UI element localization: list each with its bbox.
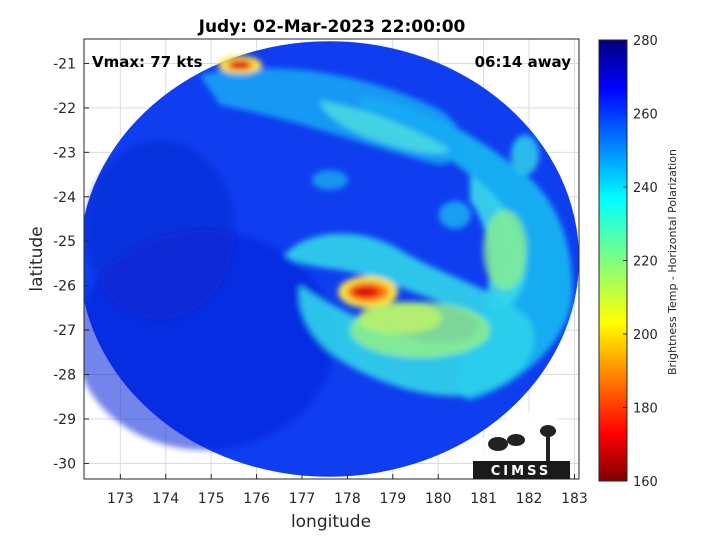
colorbar-tick-label: 240	[633, 181, 658, 196]
colorbar-tick-label: 180	[633, 402, 658, 417]
north-cell-core	[228, 60, 252, 70]
x-tick-label: 179	[379, 491, 406, 507]
colorbar	[598, 39, 628, 482]
convection-a	[511, 135, 539, 175]
colorbar-tick-label: 260	[633, 108, 658, 123]
brightness-temp-field	[84, 41, 579, 477]
chart-title: Judy: 02-Mar-2023 22:00:00	[198, 17, 466, 37]
x-tick-label: 181	[470, 491, 497, 507]
y-ticks: -21 -22 -23 -24 -25 -26 -27 -28 -29 -30	[53, 56, 89, 472]
time-away-annotation: 06:14 away	[475, 53, 572, 71]
logo-text: CIMSS	[491, 464, 551, 479]
convection-c	[312, 170, 348, 190]
logo-band	[473, 461, 570, 479]
x-tick-label: 177	[289, 491, 316, 507]
x-tick-label: 182	[516, 491, 543, 507]
x-tick-label: 173	[107, 491, 134, 507]
convection-b	[439, 201, 471, 229]
x-tick-label: 176	[243, 491, 270, 507]
colorbar-tick-label: 280	[633, 34, 658, 49]
inner-band	[285, 233, 535, 396]
x-tick-label: 180	[425, 491, 452, 507]
logo-tower	[546, 436, 550, 462]
y-axis-label: latitude	[27, 226, 47, 291]
x-tick-label: 178	[334, 491, 361, 507]
colorbar-ticks: 280 260 240 220 200 180 160	[623, 34, 658, 490]
logo-tower-tank	[540, 425, 556, 437]
y-tick-label: -24	[53, 190, 76, 206]
x-ticks: 173 174 175 176 177 178 179 180 181 182 183	[107, 474, 588, 507]
inner-band-core	[358, 302, 442, 334]
y-tick-label: -25	[53, 234, 76, 250]
y-tick-label: -28	[53, 368, 76, 384]
colorbar-tick-label: 160	[633, 475, 658, 490]
north-band-core	[320, 100, 450, 155]
vmax-annotation: Vmax: 77 kts	[92, 53, 202, 71]
y-tick-label: -26	[53, 279, 76, 295]
outer-band-warm	[483, 210, 527, 290]
axes-frame	[83, 38, 580, 480]
x-tick-label: 175	[198, 491, 225, 507]
logo-dish-left	[488, 437, 508, 451]
x-tick-label: 174	[152, 491, 179, 507]
logo-dish-mid	[507, 434, 525, 446]
cimss-logo: CIMSS	[473, 411, 570, 479]
y-tick-label: -22	[53, 101, 76, 117]
colorbar-label: Brightness Temp - Horizontal Polarizatio…	[666, 149, 679, 375]
y-tick-label: -23	[53, 145, 76, 161]
eye-core	[352, 286, 380, 298]
y-tick-label: -29	[53, 412, 76, 428]
x-tick-label: 183	[561, 491, 588, 507]
swath-west-dark	[85, 140, 235, 320]
x-axis-label: longitude	[291, 512, 371, 532]
y-tick-label: -27	[53, 323, 76, 339]
colorbar-tick-label: 220	[633, 255, 658, 270]
y-tick-label: -21	[53, 56, 76, 72]
colorbar-tick-label: 200	[633, 328, 658, 343]
y-tick-label: -30	[53, 456, 76, 472]
